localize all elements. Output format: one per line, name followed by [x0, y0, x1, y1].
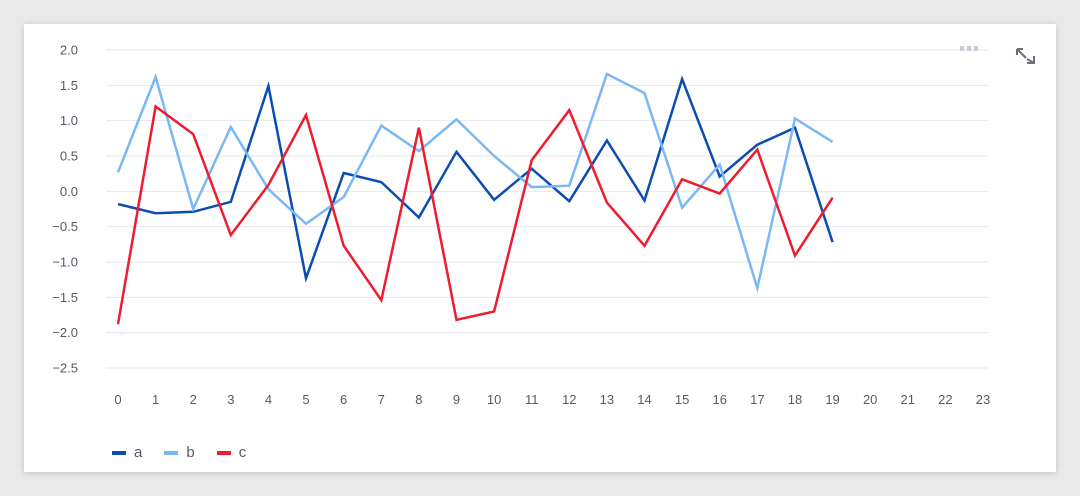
y-axis-ticks: 2.0 1.5 1.0 0.5 0.0 −0.5 −1.0 −1.5 −2.0 −2.5	[52, 43, 78, 376]
grid-lines	[106, 49, 988, 369]
x-tick-label: 6	[340, 392, 347, 407]
series-line-c[interactable]	[116, 104, 834, 325]
y-tick-label: 0.5	[60, 149, 78, 164]
expand-icon[interactable]	[1014, 46, 1038, 66]
x-tick-label: 12	[562, 392, 576, 407]
x-tick-label: 10	[487, 392, 501, 407]
x-tick-label: 8	[415, 392, 422, 407]
legend-label: b	[186, 444, 195, 461]
legend-swatch	[164, 450, 179, 455]
legend-swatch	[216, 450, 231, 455]
legend-label: a	[134, 444, 143, 461]
y-tick-label: 1.0	[60, 113, 78, 128]
x-tick-label: 16	[713, 392, 727, 407]
legend-item-c[interactable]: c	[216, 444, 247, 461]
x-tick-label: 2	[190, 392, 197, 407]
legend-item-b[interactable]: b	[164, 444, 195, 461]
y-tick-label: −0.5	[52, 219, 78, 234]
chart-legend: a b c	[112, 444, 246, 461]
x-tick-label: 22	[938, 392, 952, 407]
x-tick-label: 3	[227, 392, 234, 407]
x-tick-label: 23	[976, 392, 990, 407]
legend-label: c	[238, 444, 247, 461]
x-tick-label: 13	[600, 392, 614, 407]
x-axis-ticks: 0 1 2 3 4 5 6 7 8 9 10 11 12 13 14 15 16 17 18 19 20 21 22 23	[114, 392, 990, 407]
x-tick-label: 15	[675, 392, 689, 407]
y-tick-label: −2.0	[52, 325, 78, 340]
x-tick-label: 14	[637, 392, 651, 407]
x-tick-label: 19	[825, 392, 839, 407]
y-tick-label: 0.0	[60, 184, 78, 199]
x-tick-label: 9	[453, 392, 460, 407]
x-tick-label: 4	[265, 392, 272, 407]
y-tick-label: 1.5	[60, 78, 78, 93]
x-tick-label: 20	[863, 392, 877, 407]
y-tick-label: −2.5	[52, 361, 78, 376]
x-tick-label: 21	[901, 392, 915, 407]
legend-swatch	[112, 450, 126, 455]
x-tick-label: 17	[750, 392, 764, 407]
more-icon[interactable]	[960, 46, 978, 51]
x-tick-label: 7	[378, 392, 385, 407]
y-tick-label: −1.5	[52, 290, 78, 305]
series-line-a[interactable]	[117, 75, 834, 283]
series-line-b[interactable]	[116, 72, 834, 294]
series-lines	[116, 72, 834, 325]
y-tick-label: 2.0	[60, 43, 78, 58]
legend-item-a[interactable]: a	[112, 444, 142, 461]
x-tick-label: 5	[302, 392, 309, 407]
x-tick-label: 0	[114, 392, 121, 407]
x-tick-label: 11	[525, 392, 539, 407]
x-tick-label: 1	[152, 392, 159, 407]
x-tick-label: 18	[788, 392, 802, 407]
y-tick-label: −1.0	[52, 255, 78, 270]
